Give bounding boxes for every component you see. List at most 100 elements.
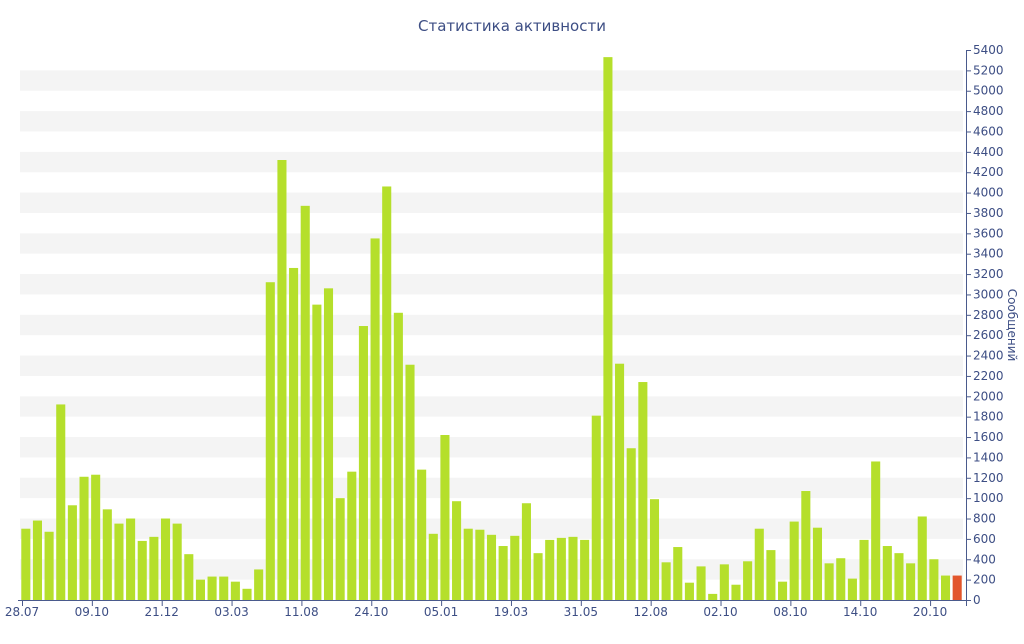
bar[interactable]: [56, 404, 66, 600]
x-tick-label: 11.08: [284, 605, 318, 619]
bar[interactable]: [521, 503, 531, 600]
bar[interactable]: [184, 554, 194, 600]
bar[interactable]: [358, 326, 368, 600]
bar[interactable]: [126, 518, 136, 600]
bar[interactable]: [207, 576, 217, 600]
bar[interactable]: [428, 533, 438, 600]
bar[interactable]: [906, 563, 916, 600]
bar[interactable]: [789, 521, 799, 600]
bar[interactable]: [32, 520, 42, 600]
bar[interactable]: [417, 469, 427, 600]
bar-current[interactable]: [952, 575, 962, 600]
bar[interactable]: [556, 537, 566, 600]
bar[interactable]: [335, 498, 345, 600]
bar[interactable]: [370, 238, 380, 600]
y-tick-label: 400: [973, 552, 996, 566]
y-tick-label: 3200: [973, 267, 1004, 281]
bar[interactable]: [684, 582, 694, 600]
bar[interactable]: [312, 304, 322, 600]
bar[interactable]: [545, 539, 555, 600]
bar[interactable]: [323, 288, 334, 600]
y-tick-label: 0: [973, 593, 981, 607]
bar[interactable]: [195, 579, 205, 600]
x-tick-label: 28.07: [5, 605, 39, 619]
bar[interactable]: [638, 382, 648, 600]
x-tick-label: 05.01: [424, 605, 458, 619]
bar[interactable]: [941, 575, 951, 600]
y-tick-label: 2600: [973, 328, 1004, 342]
bar[interactable]: [649, 499, 660, 600]
bar[interactable]: [568, 536, 578, 600]
bar[interactable]: [254, 569, 264, 600]
bar[interactable]: [743, 561, 753, 600]
bar[interactable]: [812, 527, 823, 600]
y-tick-label: 1400: [973, 450, 1004, 464]
grid-band: [20, 437, 963, 458]
bar[interactable]: [533, 553, 543, 600]
bar[interactable]: [708, 593, 718, 600]
bar[interactable]: [603, 57, 613, 600]
bar[interactable]: [591, 415, 601, 600]
bar[interactable]: [172, 523, 182, 600]
bar[interactable]: [91, 474, 101, 600]
bar[interactable]: [882, 546, 892, 600]
bar[interactable]: [21, 528, 31, 600]
bar[interactable]: [824, 563, 834, 600]
bar[interactable]: [300, 205, 310, 600]
bar[interactable]: [801, 491, 811, 600]
bar[interactable]: [79, 476, 89, 600]
bar[interactable]: [149, 536, 159, 600]
bar[interactable]: [102, 509, 112, 600]
bar[interactable]: [719, 564, 729, 600]
bar[interactable]: [452, 501, 462, 600]
bar[interactable]: [393, 312, 403, 600]
bar[interactable]: [847, 578, 857, 600]
x-tick-label: 08.10: [773, 605, 807, 619]
bar[interactable]: [160, 518, 171, 600]
bar[interactable]: [475, 529, 485, 600]
bar[interactable]: [917, 516, 927, 600]
bar[interactable]: [894, 553, 904, 600]
grid-band: [20, 233, 963, 254]
bar[interactable]: [67, 505, 77, 600]
bar[interactable]: [114, 523, 124, 600]
bar[interactable]: [137, 540, 147, 600]
bar[interactable]: [289, 267, 299, 600]
grid-band: [20, 396, 963, 417]
bar[interactable]: [44, 531, 54, 600]
bar[interactable]: [778, 581, 788, 600]
bar[interactable]: [626, 448, 636, 600]
y-tick-label: 2400: [973, 349, 1004, 363]
bar[interactable]: [754, 528, 764, 600]
bar[interactable]: [230, 581, 240, 600]
bar[interactable]: [696, 566, 706, 600]
bar[interactable]: [463, 528, 473, 600]
bar[interactable]: [440, 435, 450, 600]
bar[interactable]: [486, 534, 497, 600]
bar[interactable]: [731, 584, 741, 600]
bar[interactable]: [242, 588, 252, 600]
bar[interactable]: [498, 546, 508, 600]
bar[interactable]: [673, 547, 683, 600]
y-tick-label: 4000: [973, 186, 1004, 200]
bar[interactable]: [615, 363, 625, 600]
bar[interactable]: [347, 471, 357, 600]
bar[interactable]: [929, 559, 939, 600]
y-axis-label: Сообщений: [1005, 289, 1019, 362]
bar[interactable]: [219, 576, 229, 600]
bar[interactable]: [871, 461, 881, 600]
bar[interactable]: [859, 539, 869, 600]
y-tick-label: 2200: [973, 369, 1004, 383]
bar[interactable]: [661, 562, 671, 600]
bar[interactable]: [580, 539, 590, 600]
bar[interactable]: [265, 282, 275, 600]
y-tick-label: 2800: [973, 308, 1004, 322]
bar[interactable]: [510, 535, 520, 600]
bar[interactable]: [277, 160, 287, 600]
bar[interactable]: [766, 550, 776, 600]
y-tick-label: 3800: [973, 206, 1004, 220]
bar[interactable]: [382, 186, 392, 601]
grid-band: [20, 70, 963, 91]
bar[interactable]: [836, 558, 846, 600]
bar[interactable]: [405, 364, 415, 600]
